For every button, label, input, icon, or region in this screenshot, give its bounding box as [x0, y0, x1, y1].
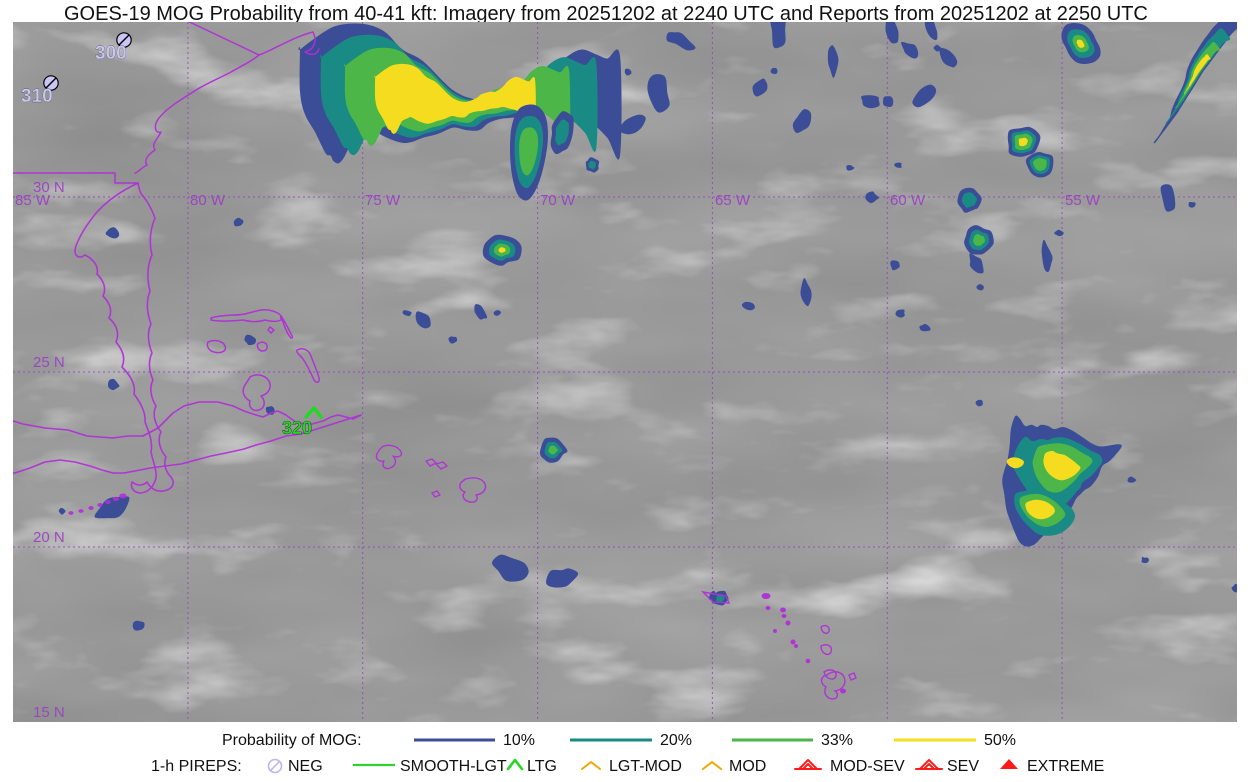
- svg-text:MOD-SEV: MOD-SEV: [830, 758, 905, 775]
- svg-text:10%: 10%: [503, 732, 535, 749]
- svg-text:70 W: 70 W: [540, 192, 576, 209]
- svg-text:60 W: 60 W: [890, 192, 926, 209]
- svg-text:20%: 20%: [660, 732, 692, 749]
- svg-text:MOD: MOD: [729, 758, 766, 775]
- svg-text:65 W: 65 W: [715, 192, 751, 209]
- svg-text:310: 310: [21, 86, 53, 107]
- svg-text:Probability of MOG:: Probability of MOG:: [222, 732, 362, 749]
- svg-text:50%: 50%: [984, 732, 1016, 749]
- svg-text:20 N: 20 N: [33, 529, 65, 546]
- svg-text:320: 320: [282, 418, 312, 438]
- svg-text:300: 300: [95, 43, 127, 64]
- svg-text:25 N: 25 N: [33, 354, 65, 371]
- svg-text:15 N: 15 N: [33, 704, 65, 721]
- svg-text:SMOOTH-LGT: SMOOTH-LGT: [400, 758, 507, 775]
- svg-text:SEV: SEV: [947, 758, 979, 775]
- svg-text:80 W: 80 W: [190, 192, 226, 209]
- svg-text:75 W: 75 W: [365, 192, 401, 209]
- svg-text:NEG: NEG: [288, 758, 323, 775]
- svg-text:30 N: 30 N: [33, 179, 65, 196]
- svg-text:55 W: 55 W: [1065, 192, 1101, 209]
- svg-text:LTG: LTG: [527, 758, 557, 775]
- svg-text:1-h PIREPS:: 1-h PIREPS:: [151, 758, 242, 775]
- svg-text:LGT-MOD: LGT-MOD: [609, 758, 682, 775]
- svg-text:EXTREME: EXTREME: [1027, 758, 1104, 775]
- svg-text:33%: 33%: [821, 732, 853, 749]
